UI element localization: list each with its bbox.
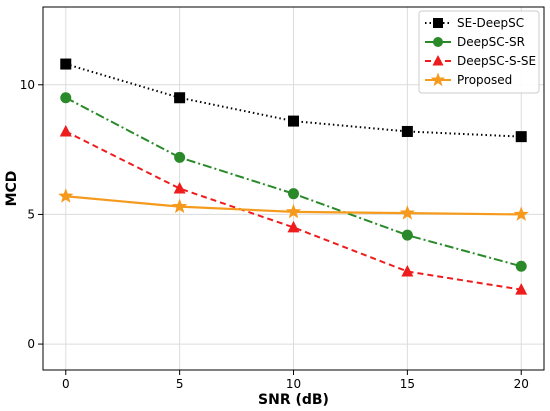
point-proposed-3 [399,205,415,220]
x-axis-label: SNR (dB) [258,392,329,408]
x-tick-label-20: 20 [514,377,529,391]
point-deepsc-sr-1 [174,151,186,163]
legend-label-se-deepsc: SE-DeepSC [457,16,524,30]
point-deepsc-s-se-0 [59,124,72,137]
point-proposed-2 [285,203,302,219]
point-proposed-1 [172,198,188,214]
y-axis-label: MCD [4,171,20,207]
point-se-deepsc-4 [515,131,527,143]
point-se-deepsc-2 [288,115,299,127]
point-se-deepsc-1 [174,92,186,104]
series-proposed [58,188,529,221]
series-deepsc-sr [60,92,527,272]
point-deepsc-sr-2 [288,188,299,200]
x-tick-label-5: 5 [176,377,184,391]
legend-label-deepsc-s-se: DeepSC-S-SE [457,54,536,68]
point-proposed-0 [58,188,74,203]
point-deepsc-s-se-3 [401,264,414,277]
point-deepsc-sr-3 [401,229,413,241]
series-se-deepsc [60,58,527,143]
series-deepsc-s-se [59,124,528,295]
legend-frame [418,10,540,94]
ticks: 0 5 10 15 20 0 5 10 [20,78,529,391]
series-line-deepsc-s-se [65,130,522,291]
legend-label-proposed: Proposed [457,73,512,87]
legend-marker-proposed [430,72,446,87]
point-deepsc-s-se-4 [515,283,528,295]
point-deepsc-sr-4 [515,260,527,272]
point-deepsc-s-se-2 [287,220,300,233]
point-deepsc-sr-0 [60,92,72,104]
x-tick-label-10: 10 [286,377,301,391]
x-tick-label-15: 15 [400,377,415,391]
y-tick-label-5: 5 [27,207,35,221]
y-tick-label-10: 10 [20,78,35,92]
point-se-deepsc-0 [60,58,72,70]
legend-marker-deepsc-s-se [432,55,444,66]
legend-marker-deepsc-sr [433,37,443,47]
series-line-deepsc-sr [65,96,522,268]
legend-marker-se-deepsc [433,18,443,28]
y-tick-label-0: 0 [27,337,35,351]
series-layer [58,58,529,295]
point-proposed-4 [513,206,529,221]
legend-label-deepsc-sr: DeepSC-SR [457,35,525,49]
point-deepsc-s-se-1 [173,182,186,194]
point-se-deepsc-3 [401,125,413,137]
legend: SE-DeepSC DeepSC-SR DeepSC-S-SE Proposed [418,10,540,94]
x-tick-label-0: 0 [62,377,70,391]
